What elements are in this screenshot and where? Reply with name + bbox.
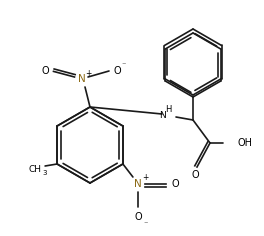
- Text: O: O: [113, 66, 121, 76]
- Text: ⁻: ⁻: [122, 60, 126, 69]
- Text: O: O: [171, 179, 179, 189]
- Text: 3: 3: [43, 170, 47, 176]
- Text: +: +: [142, 173, 148, 181]
- Text: ⁻: ⁻: [144, 219, 148, 228]
- Text: N: N: [78, 74, 86, 84]
- Text: O: O: [41, 66, 49, 76]
- Text: N: N: [134, 179, 142, 189]
- Text: O: O: [191, 170, 199, 180]
- Text: H: H: [165, 105, 171, 114]
- Text: OH: OH: [238, 138, 253, 148]
- Text: +: +: [85, 68, 91, 77]
- Text: N: N: [160, 111, 166, 121]
- Text: CH: CH: [29, 164, 42, 173]
- Text: O: O: [134, 212, 142, 222]
